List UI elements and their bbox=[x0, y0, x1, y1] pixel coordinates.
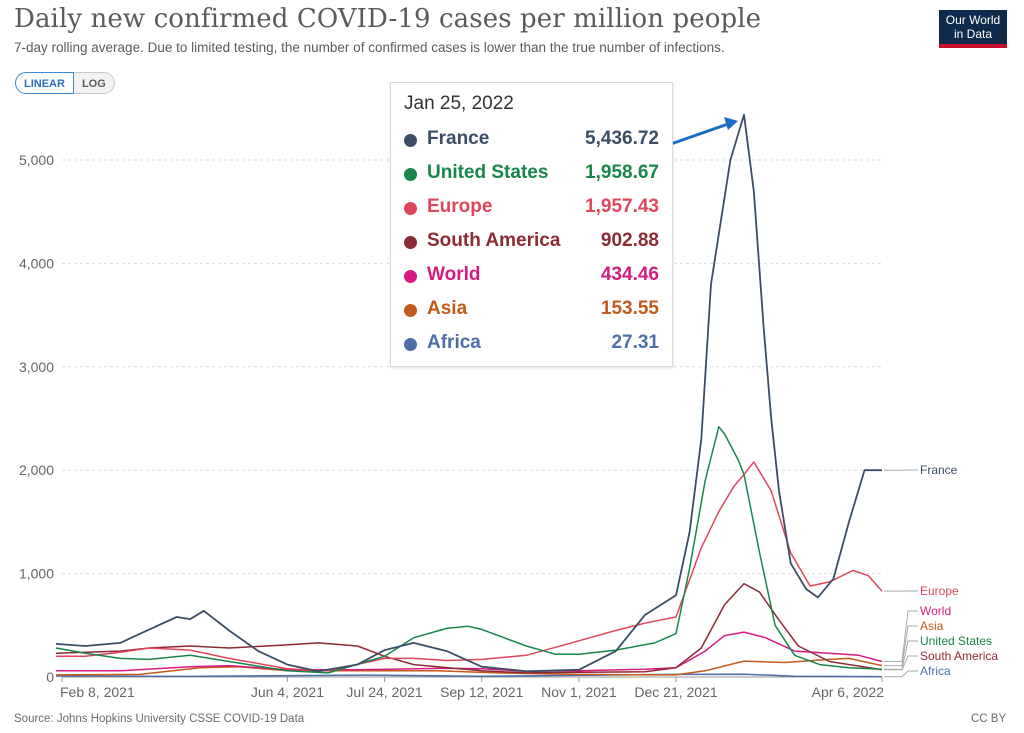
tooltip-series-value: 902.88 bbox=[600, 230, 659, 251]
x-tick-label: Nov 1, 2021 bbox=[541, 684, 617, 700]
tooltip-row: Africa 27.31 bbox=[391, 329, 674, 359]
tooltip-series-name: Asia bbox=[427, 298, 468, 319]
end-label-africa: Africa bbox=[920, 664, 951, 678]
legend-dot-icon bbox=[404, 202, 417, 215]
tooltip-row: World 434.46 bbox=[391, 261, 674, 291]
tooltip-series-value: 5,436.72 bbox=[585, 128, 659, 149]
tooltip-series-name: South America bbox=[427, 230, 561, 251]
logo-line-1: Our World bbox=[945, 13, 1001, 27]
y-axis-tick-labels: 0 1,000 2,000 3,000 4,000 5,000 bbox=[19, 152, 54, 685]
series-line-asia[interactable] bbox=[55, 657, 883, 676]
end-label-leader bbox=[884, 625, 918, 667]
tooltip-series-value: 153.55 bbox=[600, 298, 659, 319]
x-tick-label: Jun 4, 2021 bbox=[251, 684, 324, 700]
linear-scale-button[interactable]: LINEAR bbox=[15, 72, 74, 94]
end-label-leader bbox=[884, 655, 918, 671]
end-label-leader bbox=[884, 610, 918, 662]
x-tick-label: Sep 12, 2021 bbox=[440, 684, 524, 700]
y-tick-label: 1,000 bbox=[19, 566, 54, 582]
series-line-world[interactable] bbox=[56, 631, 883, 673]
source-note[interactable]: Source: Johns Hopkins University CSSE CO… bbox=[14, 713, 305, 725]
y-tick-label: 3,000 bbox=[19, 359, 54, 375]
y-tick-label: 5,000 bbox=[19, 152, 54, 168]
series-line-united-states[interactable] bbox=[55, 426, 883, 674]
tooltip-series-value: 1,958.67 bbox=[585, 162, 659, 183]
end-label-leader bbox=[884, 670, 918, 678]
chart-subtitle: 7-day rolling average. Due to limited te… bbox=[14, 40, 725, 55]
legend-dot-icon bbox=[404, 134, 417, 147]
legend-dot-icon bbox=[404, 270, 417, 283]
tooltip-series-name: United States bbox=[427, 162, 549, 183]
x-tick-label: Feb 8, 2021 bbox=[60, 684, 135, 700]
tooltip-series-value: 27.31 bbox=[611, 332, 659, 353]
tooltip-row: France 5,436.72 bbox=[391, 125, 674, 155]
end-label-europe: Europe bbox=[920, 584, 959, 598]
y-tick-label: 4,000 bbox=[19, 255, 54, 271]
x-tick-label: Jul 24, 2021 bbox=[346, 684, 422, 700]
tooltip-series-name: France bbox=[427, 128, 490, 149]
annotation-arrow bbox=[667, 122, 729, 147]
legend-dot-icon bbox=[404, 168, 417, 181]
annotation-layer bbox=[667, 117, 738, 147]
series-line-africa[interactable] bbox=[55, 673, 883, 678]
tooltip-row: Asia 153.55 bbox=[391, 295, 674, 325]
x-tick-label: Apr 6, 2022 bbox=[812, 684, 885, 700]
tooltip-series-value: 434.46 bbox=[600, 264, 659, 285]
tooltip-series-name: Africa bbox=[427, 332, 481, 353]
license-link[interactable]: CC BY bbox=[971, 713, 1007, 725]
tooltip-row: United States 1,958.67 bbox=[391, 159, 674, 189]
tooltip-date: Jan 25, 2022 bbox=[404, 93, 514, 114]
tooltip-row: South America 902.88 bbox=[391, 227, 674, 257]
tooltip-series-value: 1,957.43 bbox=[585, 196, 659, 217]
y-tick-label: 2,000 bbox=[19, 462, 54, 478]
scale-toggle: LINEAR LOG bbox=[15, 72, 115, 94]
x-axis-tick-labels: Feb 8, 2021 Jun 4, 2021 Jul 24, 2021 Sep 12… bbox=[60, 677, 884, 700]
legend-dot-icon bbox=[404, 304, 417, 317]
end-label-leader bbox=[884, 640, 918, 670]
series-line-france[interactable] bbox=[55, 113, 882, 673]
owid-logo[interactable]: Our World in Data bbox=[939, 10, 1007, 48]
tooltip-row: Europe 1,957.43 bbox=[391, 193, 674, 223]
x-tick-label: Dec 21, 2021 bbox=[634, 684, 717, 700]
end-label-united-states: United States bbox=[920, 634, 992, 648]
annotation-arrow-head bbox=[724, 117, 738, 130]
chart-title: Daily new confirmed COVID-19 cases per m… bbox=[14, 4, 762, 34]
legend-dot-icon bbox=[404, 338, 417, 351]
end-label-france: France bbox=[920, 463, 958, 477]
hover-tooltip: Jan 25, 2022 France 5,436.72 United States… bbox=[390, 82, 673, 367]
end-label-asia: Asia bbox=[920, 619, 944, 633]
tooltip-series-name: Europe bbox=[427, 196, 493, 217]
series-lines bbox=[55, 113, 883, 678]
end-label-world: World bbox=[920, 604, 951, 618]
tooltip-series-name: World bbox=[427, 264, 481, 285]
series-line-europe[interactable] bbox=[56, 461, 883, 672]
logo-line-2: in Data bbox=[953, 27, 993, 41]
log-scale-button[interactable]: LOG bbox=[73, 72, 115, 94]
legend-dot-icon bbox=[404, 236, 417, 249]
end-label-south-america: South America bbox=[920, 649, 998, 663]
series-line-south-america[interactable] bbox=[55, 582, 883, 674]
y-tick-label: 0 bbox=[46, 669, 54, 685]
